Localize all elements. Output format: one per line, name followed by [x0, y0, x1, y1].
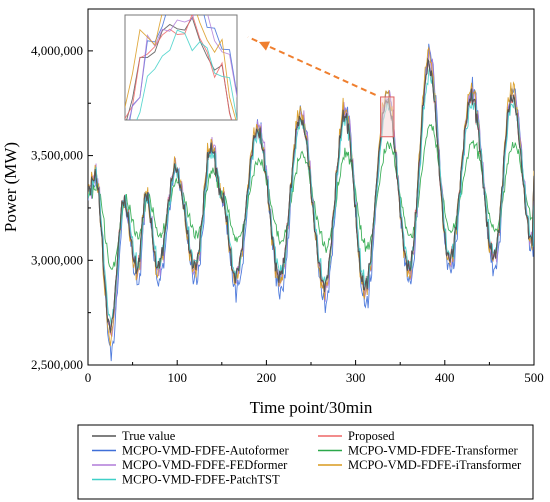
x-tick-label: 400: [435, 370, 455, 385]
zoom-arrow: [247, 36, 376, 96]
legend-label: MCPO-VMD-FDFE-Transformer: [348, 444, 519, 458]
legend-label: MCPO-VMD-FDFE-FEDformer: [122, 458, 288, 472]
x-tick-label: 200: [257, 370, 277, 385]
zoom-inset: [125, 15, 237, 120]
series-layer: [88, 43, 534, 362]
legend-label: MCPO-VMD-FDFE-PatchTST: [122, 473, 280, 487]
y-axis-title: Power (MW): [1, 142, 20, 232]
zoom-region-box: [380, 96, 395, 138]
series-line-true-value: [88, 57, 534, 333]
legend-label: True value: [122, 429, 176, 443]
x-tick-label: 500: [524, 370, 544, 385]
y-tick-label: 3,500,000: [31, 148, 83, 163]
x-tick-label: 300: [346, 370, 366, 385]
y-tick-label: 3,000,000: [31, 252, 83, 267]
x-tick-label: 100: [167, 370, 187, 385]
legend-label: MCPO-VMD-FDFE-Autoformer: [122, 444, 290, 458]
inset-series-line: [125, 15, 237, 120]
legend: True value Proposed MCPO-VMD-FDFE-Autoform…: [77, 424, 534, 500]
x-axis-title: Time point/30min: [250, 398, 373, 417]
legend-frame: [77, 424, 534, 500]
legend-label: MCPO-VMD-FDFE-iTransformer: [348, 458, 522, 472]
axes-layer: 0 100 200 300 400 500 2,500,000 3,000,000 3,500,…: [31, 43, 544, 385]
zoom-arrowhead: [258, 41, 271, 51]
x-tick-label: 0: [85, 370, 92, 385]
inset-series-line: [128, 15, 237, 120]
y-tick-label: 4,000,000: [31, 43, 83, 58]
legend-label: Proposed: [348, 429, 395, 443]
inset-series-line: [125, 15, 233, 120]
inset-series-line: [136, 29, 237, 120]
y-tick-label: 2,500,000: [31, 357, 83, 372]
